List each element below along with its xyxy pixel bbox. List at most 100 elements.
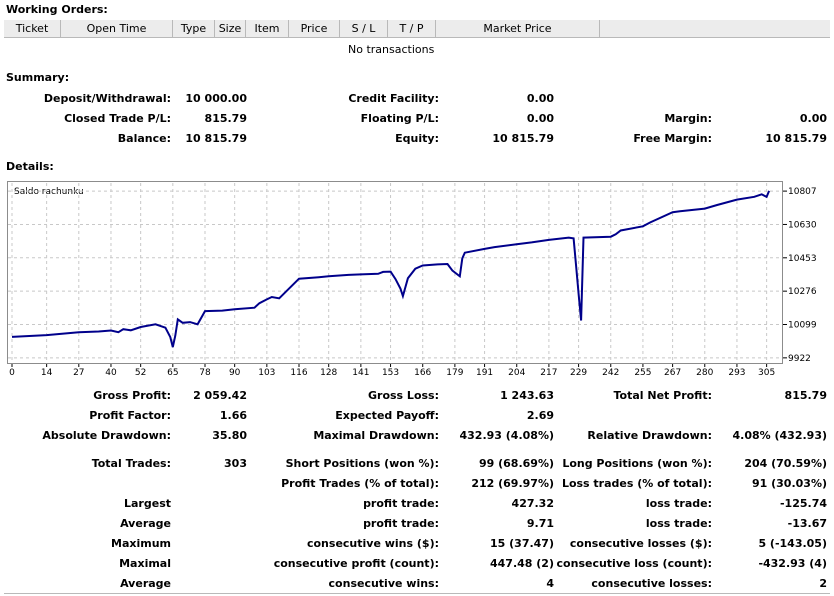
stat-value-2: 447.48 (2)	[490, 557, 554, 570]
stat-value-2: 99 (68.69%)	[478, 457, 554, 470]
stat-value-2: 15 (37.47)	[490, 537, 554, 550]
stat-label-3: loss trade:	[645, 517, 712, 530]
x-tick-label: 280	[696, 368, 713, 378]
stat-label-1: Average	[120, 577, 171, 590]
stat-value-2: 427.32	[511, 497, 554, 510]
x-tick-label: 128	[320, 368, 337, 378]
stat-value-3: -125.74	[779, 497, 827, 510]
stat-label-2: Expected Payoff:	[335, 409, 439, 422]
x-tick-label: 27	[73, 368, 84, 378]
closed-pl-label: Closed Trade P/L:	[64, 112, 171, 125]
x-tick-label: 217	[540, 368, 557, 378]
col-type[interactable]: Type	[173, 20, 215, 38]
stat-label-1: Profit Factor:	[89, 409, 171, 422]
balance-label: Balance:	[117, 132, 171, 145]
margin-value: 0.00	[799, 112, 827, 125]
y-tick-label: 10630	[788, 220, 817, 230]
x-axis-ticks: 0 14 27 40 52 65 78 90 103 116 128 141 153 166 179 191 2…	[9, 364, 775, 378]
x-tick-label: 40	[105, 368, 117, 378]
stat-value-2: 2.69	[526, 409, 554, 422]
x-tick-label: 166	[414, 368, 431, 378]
y-tick-label: 10807	[788, 187, 817, 197]
deposit-label: Deposit/Withdrawal:	[43, 92, 171, 105]
working-orders-title: Working Orders:	[6, 3, 108, 16]
col-market-price[interactable]: Market Price	[436, 20, 600, 38]
x-tick-label: 191	[476, 368, 493, 378]
col-tp[interactable]: T / P	[388, 20, 436, 38]
stat-value-3: 204 (70.59%)	[744, 457, 827, 470]
x-tick-label: 255	[634, 368, 651, 378]
deposit-value: 10 000.00	[185, 92, 247, 105]
stat-value-3: 815.79	[784, 389, 827, 402]
y-axis-ticks: 9922 10099 10276 10453 10630 10807	[783, 187, 817, 364]
col-size[interactable]: Size	[215, 20, 246, 38]
stat-value-1: 1.66	[219, 409, 247, 422]
stat-value-1: 35.80	[212, 429, 247, 442]
x-tick-label: 153	[382, 368, 399, 378]
stat-label-1: Absolute Drawdown:	[42, 429, 171, 442]
x-tick-label: 141	[352, 368, 369, 378]
stat-label-2: Gross Loss:	[368, 389, 439, 402]
x-tick-label: 204	[508, 368, 525, 378]
stat-value-2: 432.93 (4.08%)	[459, 429, 555, 442]
stat-value-3: -13.67	[787, 517, 827, 530]
chart-title: Saldo rachunku	[14, 187, 84, 197]
stat-label-2: consecutive wins ($):	[306, 537, 439, 550]
margin-label: Margin:	[664, 112, 712, 125]
stat-label-3: Total Net Profit:	[613, 389, 713, 402]
balance-chart-frame	[7, 181, 783, 364]
col-sl[interactable]: S / L	[340, 20, 388, 38]
x-tick-label: 229	[570, 368, 587, 378]
stat-label-2: Profit Trades (% of total):	[281, 477, 439, 490]
x-tick-label: 116	[290, 368, 307, 378]
x-tick-label: 267	[664, 368, 681, 378]
x-tick-label: 52	[135, 368, 146, 378]
credit-value: 0.00	[526, 92, 554, 105]
col-open-time[interactable]: Open Time	[61, 20, 173, 38]
stat-label-3: consecutive loss (count):	[556, 557, 712, 570]
stat-label-2: Short Positions (won %):	[285, 457, 439, 470]
stat-value-2: 4	[546, 577, 554, 590]
col-ticket[interactable]: Ticket	[4, 20, 61, 38]
y-tick-label: 9922	[788, 354, 811, 364]
col-price[interactable]: Price	[289, 20, 340, 38]
equity-value: 10 815.79	[492, 132, 554, 145]
stat-label-2: Maximal Drawdown:	[313, 429, 439, 442]
closed-pl-value: 815.79	[204, 112, 247, 125]
y-tick-label: 10276	[788, 287, 817, 297]
details-title: Details:	[6, 160, 54, 173]
stat-label-3: Relative Drawdown:	[587, 429, 712, 442]
x-tick-label: 0	[9, 368, 15, 378]
balance-line	[11, 190, 771, 348]
stat-label-2: consecutive profit (count):	[273, 557, 439, 570]
stat-value-2: 212 (69.97%)	[471, 477, 554, 490]
stat-label-3: consecutive losses:	[591, 577, 712, 590]
x-tick-label: 242	[602, 368, 619, 378]
balance-value: 10 815.79	[185, 132, 247, 145]
stat-value-3: 5 (-143.05)	[758, 537, 827, 550]
floating-value: 0.00	[526, 112, 554, 125]
stat-label-2: profit trade:	[363, 517, 439, 530]
y-tick-label: 10099	[788, 321, 817, 331]
col-item[interactable]: Item	[246, 20, 289, 38]
stat-value-3: 4.08% (432.93)	[732, 429, 828, 442]
stat-label-3: loss trade:	[645, 497, 712, 510]
floating-label: Floating P/L:	[360, 112, 439, 125]
col-filler	[600, 20, 830, 38]
stat-label-1: Average	[120, 517, 171, 530]
stat-label-1: Maximum	[111, 537, 171, 550]
stat-value-2: 1 243.63	[500, 389, 554, 402]
balance-chart: Saldo rachunku 0 14 27 40 52 65 78 90 103 116 128 1…	[8, 183, 817, 378]
x-tick-label: 305	[758, 368, 775, 378]
stat-value-3: 2	[819, 577, 827, 590]
chart-grid	[8, 183, 779, 362]
orders-table-header: Ticket Open Time Type Size Item Price S …	[4, 20, 830, 38]
credit-label: Credit Facility:	[348, 92, 439, 105]
x-tick-label: 293	[728, 368, 745, 378]
equity-label: Equity:	[395, 132, 439, 145]
stat-label-1: Largest	[124, 497, 171, 510]
stat-label-3: consecutive losses ($):	[569, 537, 712, 550]
x-tick-label: 90	[229, 368, 241, 378]
summary-title: Summary:	[6, 71, 70, 84]
stat-value-1: 2 059.42	[193, 389, 247, 402]
